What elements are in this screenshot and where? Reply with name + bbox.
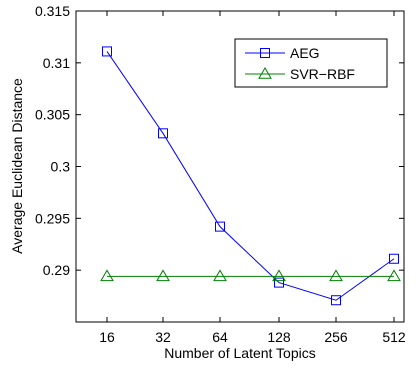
data-point-marker xyxy=(213,269,227,282)
y-axis-label: Average Euclidean Distance xyxy=(9,78,25,254)
legend-items: AEG SVR−RBF xyxy=(245,45,355,82)
x-tick-label: 32 xyxy=(155,329,171,345)
legend-item: SVR−RBF xyxy=(245,66,355,82)
y-axis-ticks: 0.29 0.295 0.3 0.305 0.31 0.315 xyxy=(35,3,404,278)
y-tick-label: 0.305 xyxy=(35,107,70,123)
data-point-marker xyxy=(329,269,343,282)
data-point-marker xyxy=(158,128,168,139)
x-tick-label: 64 xyxy=(212,329,228,345)
data-point-marker xyxy=(102,46,112,57)
y-tick-label: 0.295 xyxy=(35,210,70,226)
y-tick-label: 0.315 xyxy=(35,3,70,19)
x-axis-ticks: 16 32 64 128 256 512 xyxy=(99,11,406,345)
series-aeg xyxy=(102,46,399,306)
x-axis-label: Number of Latent Topics xyxy=(164,345,316,361)
data-point-marker xyxy=(272,269,286,282)
data-point-marker xyxy=(215,221,225,232)
legend-box xyxy=(234,38,388,88)
x-tick-label: 128 xyxy=(267,329,291,345)
x-tick-label: 16 xyxy=(99,329,115,345)
legend-label: SVR−RBF xyxy=(290,66,355,82)
y-tick-label: 0.29 xyxy=(43,262,70,278)
data-point-marker xyxy=(100,269,114,282)
data-point-marker xyxy=(387,269,401,282)
legend: AEG SVR−RBF xyxy=(234,38,388,88)
legend-marker-sample xyxy=(260,48,270,58)
data-point-marker xyxy=(389,253,399,264)
data-point-marker xyxy=(331,295,341,306)
legend-label: AEG xyxy=(290,45,320,61)
data-point-marker xyxy=(274,277,284,288)
x-tick-label: 256 xyxy=(324,329,348,345)
y-tick-label: 0.31 xyxy=(43,55,70,71)
legend-item: AEG xyxy=(245,45,320,61)
x-tick-label: 512 xyxy=(382,329,406,345)
series-line xyxy=(106,51,395,301)
series-layer xyxy=(100,46,401,306)
y-tick-label: 0.3 xyxy=(51,159,71,175)
data-point-marker xyxy=(156,269,170,282)
series-svr-rbf xyxy=(100,269,401,282)
legend-marker-sample xyxy=(258,67,272,79)
